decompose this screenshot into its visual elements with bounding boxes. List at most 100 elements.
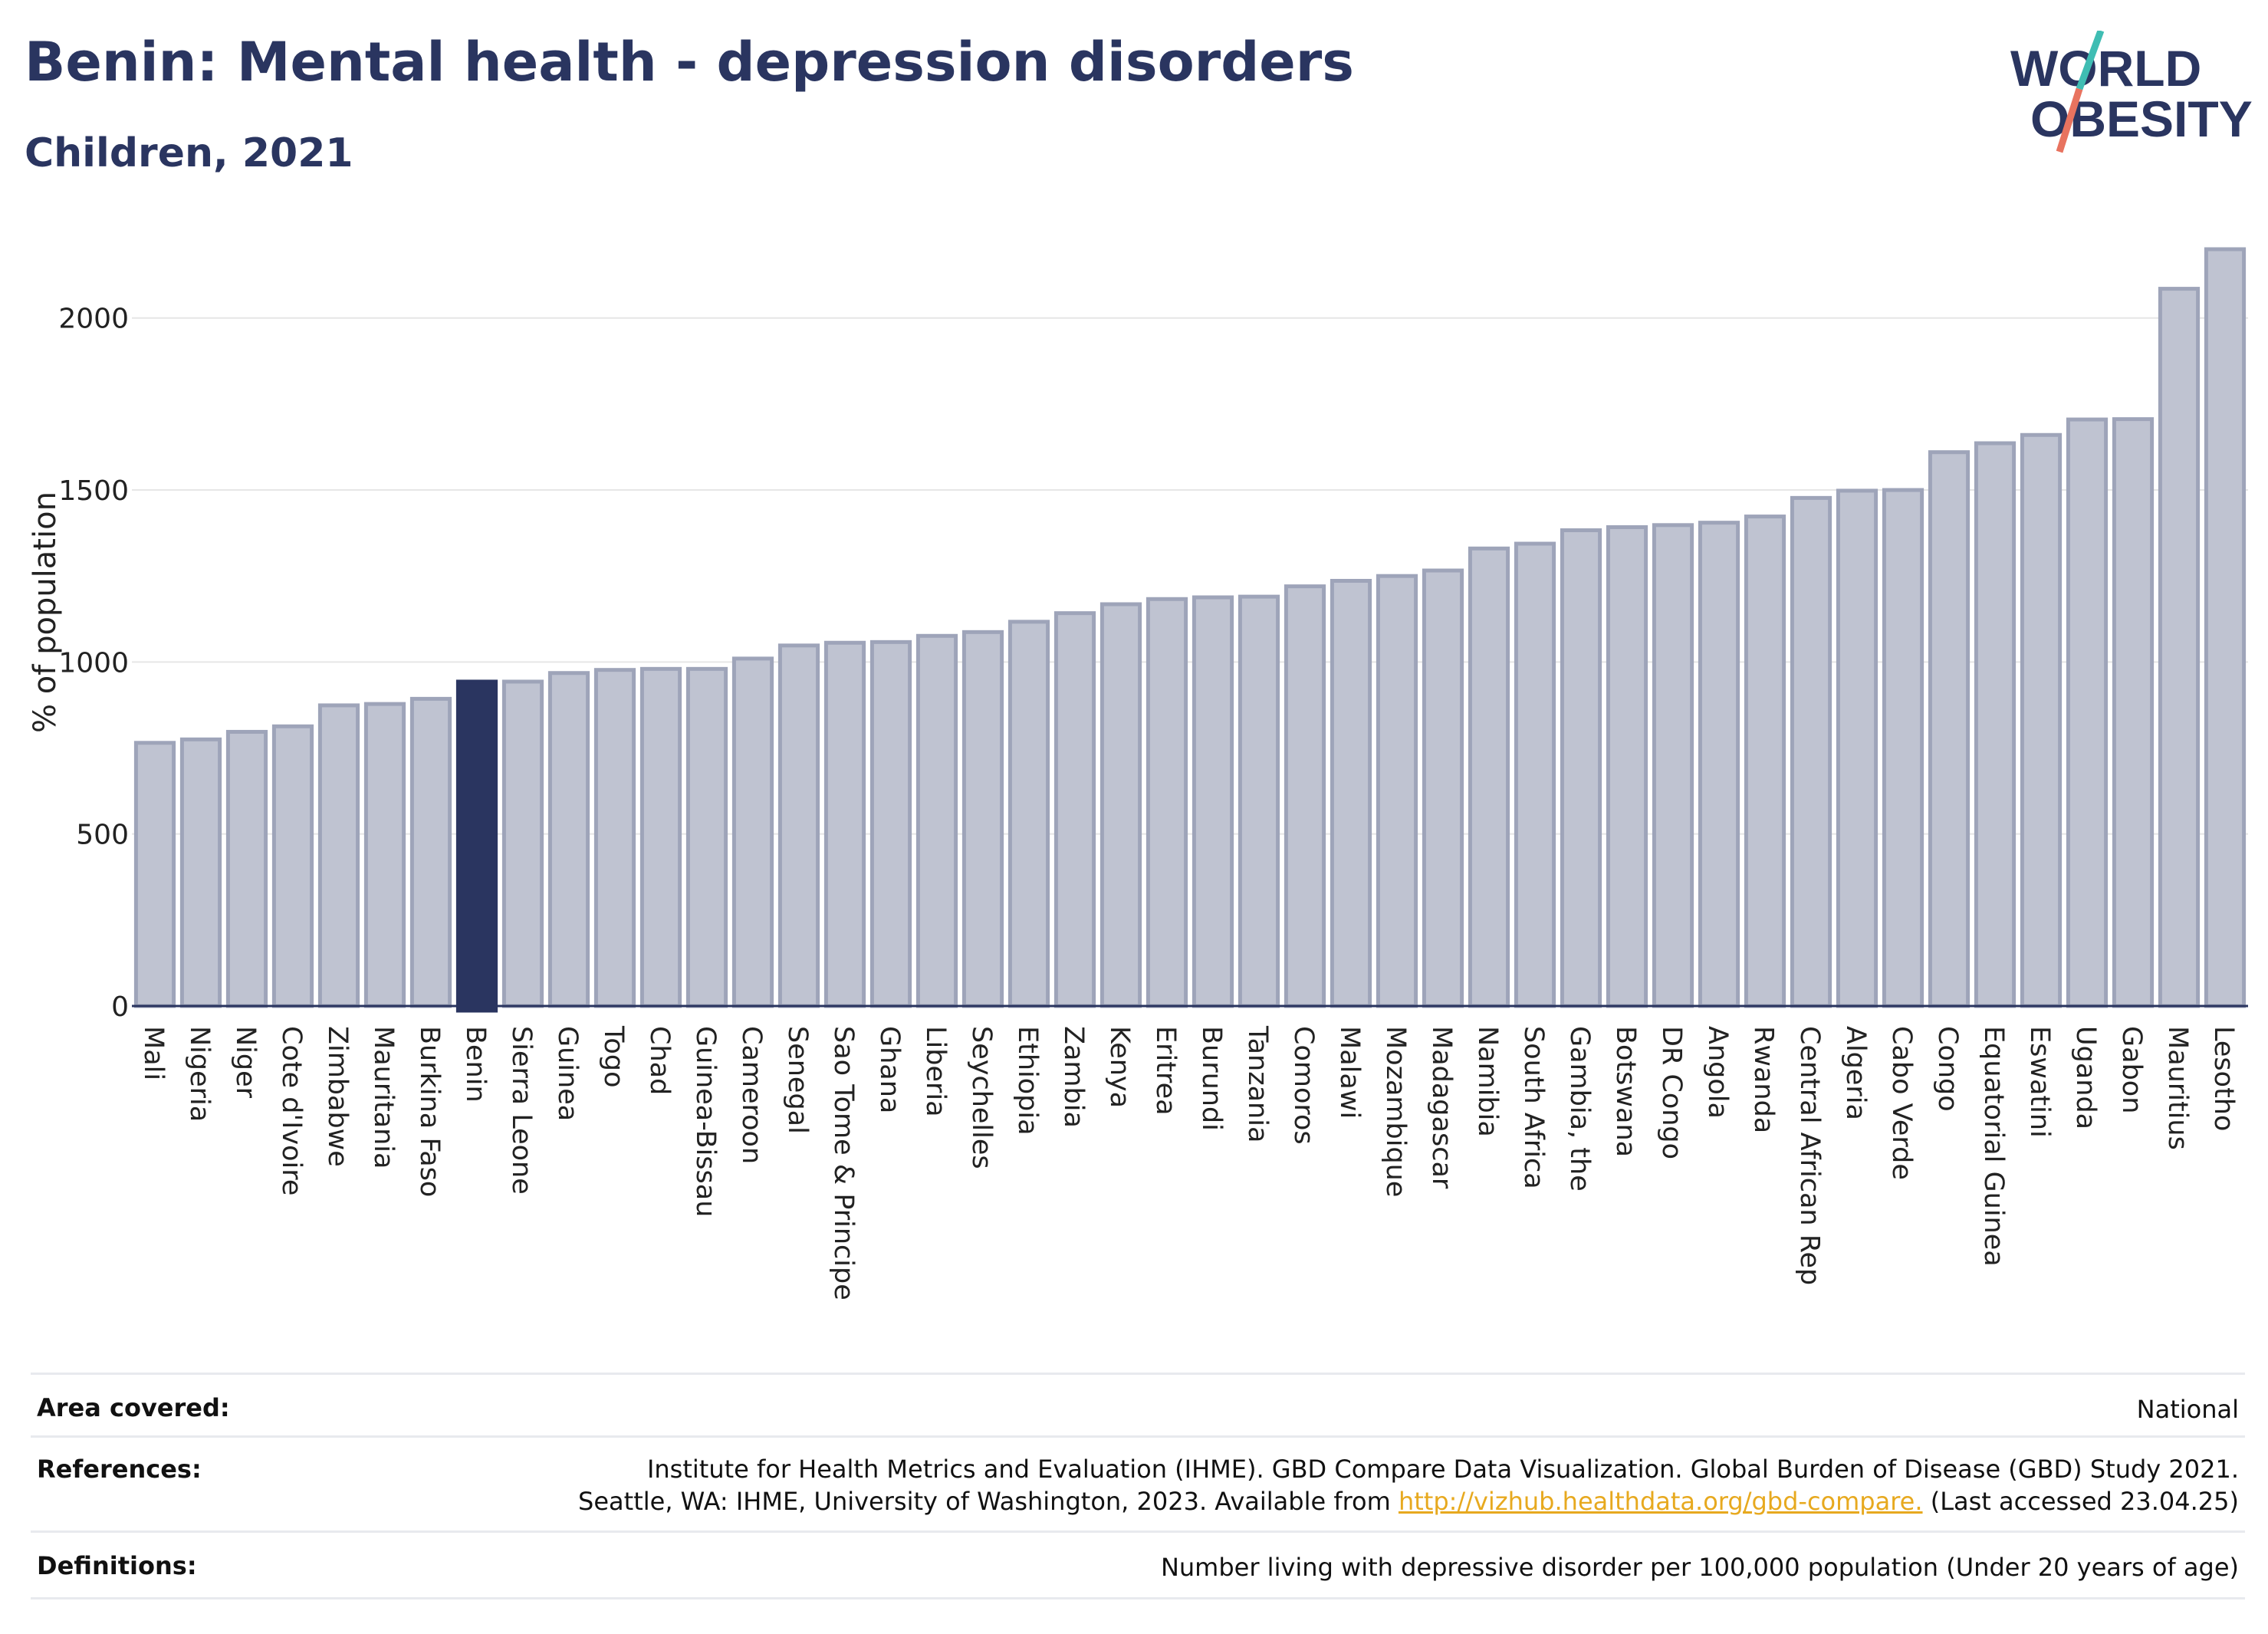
- x-tick-label: Equatorial Guinea: [1978, 1026, 2009, 1267]
- x-tick-label: Uganda: [2070, 1026, 2101, 1129]
- x-tick-label: Gambia, the: [1564, 1026, 1595, 1192]
- bar-congo: [1928, 450, 1971, 1008]
- x-tick-label: Namibia: [1472, 1026, 1503, 1137]
- x-tick-label: Chad: [644, 1026, 675, 1095]
- bar-mauritius: [2158, 287, 2201, 1008]
- y-tick-label: 1000: [58, 647, 129, 679]
- meta-references-label: References:: [37, 1455, 202, 1484]
- page-subtitle: Children, 2021: [25, 130, 353, 176]
- bar-nigeria: [179, 737, 222, 1008]
- meta-definitions-label: Definitions:: [37, 1551, 197, 1580]
- y-tick-labels: 0 500 1000 1500 2000: [58, 304, 129, 1023]
- x-tick-label: Senegal: [782, 1026, 813, 1134]
- x-tick-label: DR Congo: [1656, 1026, 1687, 1159]
- bar-chad: [639, 666, 682, 1008]
- x-tick-label: Eritrea: [1150, 1026, 1181, 1116]
- x-tick-label: Guinea: [552, 1026, 583, 1121]
- bar-rwanda: [1744, 515, 1786, 1008]
- x-tick-label: Seychelles: [966, 1026, 997, 1169]
- meta-definitions-value: Number living with depressive disorder p…: [1160, 1553, 2239, 1582]
- x-tick-labels: Mali Nigeria Niger Cote d'Ivoire Zimbabwe Mau…: [138, 1025, 2239, 1300]
- x-tick-label: Botswana: [1610, 1026, 1641, 1157]
- y-axis-label: % of population: [28, 492, 63, 733]
- logo-slash-top: [2076, 31, 2105, 90]
- x-tick-label: Sao Tome & Principe: [828, 1026, 859, 1300]
- bar-tanzania: [1238, 594, 1280, 1008]
- bar-guinea: [547, 671, 590, 1008]
- bar-sao-tome-principe: [823, 640, 866, 1008]
- bar-equatorial-guinea: [1974, 441, 2017, 1008]
- bar-mali: [133, 741, 176, 1008]
- x-tick-label: Burundi: [1196, 1026, 1227, 1131]
- bar-ethiopia: [1007, 620, 1050, 1008]
- x-tick-label: Angola: [1702, 1026, 1733, 1119]
- x-tick-label: Ethiopia: [1012, 1026, 1043, 1136]
- meta-area-value: National: [2136, 1395, 2239, 1424]
- bar-chart: 0 500 1000 1500 2000 Mali Nigeria Niger Cote d'…: [28, 247, 2248, 1300]
- bar-kenya: [1099, 602, 1142, 1008]
- references-link[interactable]: http://vizhub.healthdata.org/gbd-compare…: [1398, 1487, 1923, 1516]
- bar-algeria: [1836, 488, 1878, 1008]
- bar-uganda: [2066, 417, 2109, 1008]
- bar-namibia: [1468, 546, 1510, 1008]
- x-tick-label: Burkina Faso: [414, 1026, 445, 1197]
- bar-gabon: [2112, 417, 2155, 1008]
- bar-mozambique: [1376, 574, 1418, 1008]
- bar-angola: [1698, 521, 1740, 1008]
- bar-benin: [455, 679, 498, 1013]
- bar-cote-d-ivoire: [271, 724, 314, 1008]
- bar-malawi: [1330, 578, 1372, 1008]
- x-tick-label: Gabon: [2116, 1026, 2147, 1113]
- bar-zimbabwe: [317, 703, 360, 1008]
- x-tick-label: Comoros: [1288, 1026, 1319, 1145]
- x-tick-label: Benin: [460, 1026, 491, 1103]
- meta-area-label: Area covered:: [37, 1393, 230, 1422]
- bar-south-africa: [1514, 541, 1556, 1008]
- logo-slash-bottom: [2056, 87, 2083, 153]
- bar-lesotho: [2204, 247, 2247, 1008]
- y-tick-label: 0: [111, 991, 129, 1023]
- bar-niger: [225, 729, 268, 1008]
- bar-madagascar: [1422, 568, 1464, 1008]
- x-tick-label: Mauritania: [368, 1026, 399, 1169]
- x-tick-label: South Africa: [1518, 1026, 1549, 1189]
- x-tick-label: Malawi: [1334, 1026, 1365, 1119]
- bar-seychelles: [961, 630, 1004, 1008]
- x-tick-label: Congo: [1932, 1026, 1963, 1112]
- bar-guinea-bissau: [685, 666, 728, 1008]
- x-tick-label: Tanzania: [1242, 1025, 1273, 1142]
- x-tick-label: Togo: [598, 1025, 629, 1087]
- bar-senegal: [777, 643, 820, 1008]
- bar-zambia: [1053, 611, 1096, 1008]
- meta-row-references: References: Institute for Health Metrics…: [31, 1435, 2245, 1533]
- bar-burundi: [1192, 595, 1234, 1008]
- references-line-1: Institute for Health Metrics and Evaluat…: [646, 1455, 2239, 1484]
- x-tick-label: Mauritius: [2162, 1026, 2193, 1150]
- bar-liberia: [915, 633, 958, 1008]
- bar-cameroon: [731, 656, 774, 1008]
- x-tick-label: Guinea-Bissau: [690, 1026, 721, 1217]
- x-tick-label: Zambia: [1058, 1026, 1089, 1128]
- bar-gambia-the: [1560, 528, 1602, 1008]
- bar-sierra-leone: [501, 679, 544, 1008]
- x-tick-label: Kenya: [1104, 1026, 1135, 1108]
- bar-comoros: [1284, 584, 1326, 1008]
- x-tick-label: Rwanda: [1748, 1026, 1779, 1133]
- y-tick-label: 1500: [58, 475, 129, 507]
- x-tick-label: Central African Rep: [1794, 1026, 1825, 1285]
- references-line-2: Seattle, WA: IHME, University of Washing…: [578, 1485, 2239, 1517]
- bars: [133, 247, 2247, 1013]
- x-tick-label: Zimbabwe: [322, 1026, 353, 1167]
- x-tick-label: Mali: [138, 1026, 169, 1080]
- bar-central-african-rep: [1790, 495, 1832, 1008]
- x-tick-label: Cabo Verde: [1886, 1026, 1917, 1180]
- page-title: Benin: Mental health - depression disord…: [25, 31, 1354, 94]
- x-tick-label: Cameroon: [736, 1026, 767, 1164]
- x-tick-label: Lesotho: [2208, 1026, 2239, 1131]
- bar-mauritania: [363, 702, 406, 1008]
- x-tick-label: Liberia: [920, 1026, 951, 1117]
- bar-botswana: [1606, 524, 1648, 1008]
- references-line-2-prefix: Seattle, WA: IHME, University of Washing…: [578, 1487, 1399, 1516]
- bar-togo: [593, 668, 636, 1008]
- meta-row-area: Area covered: National: [31, 1373, 2245, 1438]
